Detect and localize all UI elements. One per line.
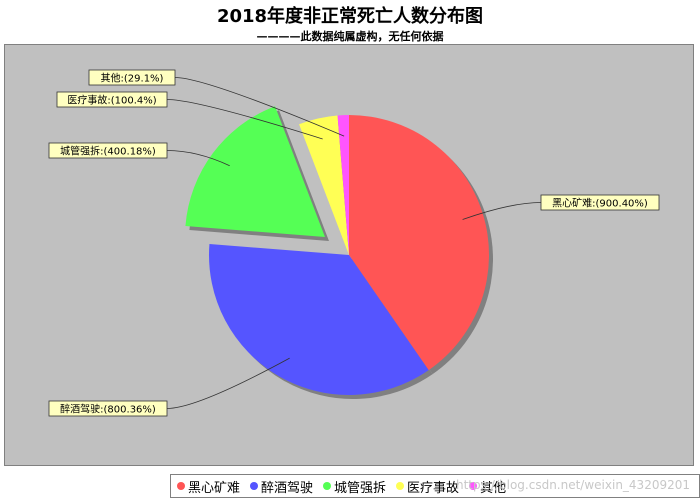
data-label: 其他:(29.1%) <box>101 72 164 85</box>
legend-item: 醉酒驾驶 <box>250 477 313 496</box>
legend-label: 城管强拆 <box>334 480 387 496</box>
legend-item: 医疗事故 <box>396 477 459 496</box>
legend-item: 城管强拆 <box>323 477 386 496</box>
chart-title: 2018年度非正常死亡人数分布图 <box>216 6 484 27</box>
pie-slice <box>185 106 325 238</box>
pie-slice <box>349 115 490 371</box>
data-label-box <box>540 194 660 211</box>
legend-swatch <box>396 482 405 490</box>
legend-swatch <box>469 482 478 490</box>
watermark: https://blog.csdn.net/weixin_43209201 <box>455 478 690 492</box>
legend-swatch <box>323 482 332 490</box>
legend-item: 黑心矿难 <box>177 477 240 496</box>
legend-swatch <box>177 482 185 490</box>
legend-item: 其他 <box>469 477 506 496</box>
leader-line <box>166 99 323 140</box>
data-label-box <box>48 400 168 417</box>
data-label: 黑心矿难:(900.40%) <box>552 197 648 210</box>
pie-slice <box>337 115 349 255</box>
leader-line <box>462 202 542 220</box>
legend-label: 黑心矿难 <box>188 480 241 496</box>
plot-area: 黑心矿难:(900.40%) 醉酒驾驶:(800.36%) 城管强拆:(400.18… <box>4 44 694 466</box>
data-label: 医疗事故:(100.4%) <box>67 94 156 107</box>
data-label-box <box>88 69 176 86</box>
pie-chart: 黑心矿难:(900.40%) 醉酒驾驶:(800.36%) 城管强拆:(400.18… <box>48 69 660 417</box>
data-label-box <box>48 142 168 159</box>
legend-label: 其他 <box>480 480 507 496</box>
chart-subtitle: ————此数据纯属虚构，无任何依据 <box>256 30 444 43</box>
leader-line <box>166 357 290 409</box>
data-label-box <box>56 91 168 108</box>
data-label: 醉酒驾驶:(800.36%) <box>60 403 156 416</box>
pie-slice <box>299 115 349 256</box>
legend-swatch <box>250 482 259 490</box>
data-label: 城管强拆:(400.18%) <box>60 145 156 158</box>
legend-label: 醉酒驾驶 <box>261 480 314 496</box>
legend-label: 医疗事故 <box>407 480 460 496</box>
leader-line <box>174 77 345 137</box>
legend: 黑心矿难 醉酒驾驶 城管强拆 医疗事故 其他 <box>170 474 700 498</box>
leader-line <box>166 150 230 167</box>
pie-slice <box>209 243 429 395</box>
